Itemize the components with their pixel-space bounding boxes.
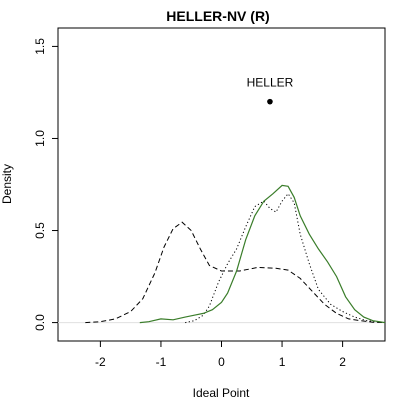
plot-frame: [57, 27, 386, 342]
x-tick-label: 2: [339, 355, 346, 369]
y-tick-label: 0.0: [33, 314, 47, 331]
y-axis-label: Density: [0, 164, 14, 204]
ideal-point-marker: [267, 98, 273, 105]
x-tick-label: 1: [279, 355, 286, 369]
series-layer: [85, 184, 386, 324]
y-tick-label: 1.5: [33, 38, 47, 55]
y-tick-label: 0.5: [33, 222, 47, 239]
x-tick-label: 0: [218, 355, 225, 369]
density-line-dotted: [185, 192, 386, 324]
x-tick-label: -1: [156, 355, 167, 369]
y-axis: 0.0 0.5 1.0 1.5: [33, 38, 58, 331]
x-axis: -2 -1 0 1 2: [95, 341, 346, 369]
x-axis-label: Ideal Point: [193, 386, 250, 400]
density-line-solid: [139, 184, 386, 324]
points-layer: HELLER: [247, 76, 294, 105]
ideal-point-label: HELLER: [247, 76, 294, 90]
density-line-dashed: [85, 221, 386, 324]
chart-title: HELLER-NV (R): [166, 8, 269, 24]
x-tick-label: -2: [95, 355, 106, 369]
y-tick-label: 1.0: [33, 130, 47, 147]
